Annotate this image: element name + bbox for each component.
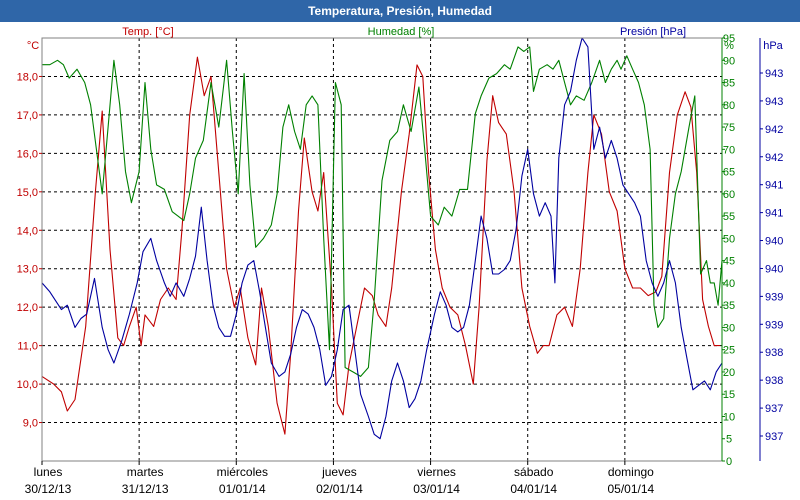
hum-tick-label: 30: [723, 322, 735, 334]
press-tick-label: 940: [765, 236, 783, 248]
x-tick-date: 01/01/14: [219, 482, 266, 496]
hum-tick-label: 40: [723, 278, 735, 290]
hum-tick-label: 15: [723, 389, 735, 401]
temp-tick-label: 13,0: [17, 264, 38, 276]
hum-tick-label: 90: [723, 55, 735, 67]
temp-unit-label: °C: [27, 40, 39, 52]
press-tick-label: 943: [765, 68, 783, 80]
hum-tick-label: 95: [723, 33, 735, 45]
x-tick-day: domingo: [608, 465, 654, 479]
hum-tick-label: 50: [723, 233, 735, 245]
hum-tick-label: 75: [723, 122, 735, 134]
series-line-press: [41, 37, 723, 440]
hum-tick-label: 65: [723, 167, 735, 179]
hum-tick-label: 0: [726, 456, 732, 468]
temp-tick-label: 9,0: [23, 418, 38, 430]
temp-tick-label: 18,0: [17, 71, 38, 83]
x-tick-date: 05/01/14: [607, 482, 654, 496]
x-tick-day: jueves: [321, 465, 357, 479]
series-lines: [41, 37, 723, 440]
press-tick-label: 943: [765, 96, 783, 108]
press-tick-label: 938: [765, 375, 783, 387]
x-tick-date: 31/12/13: [122, 482, 169, 496]
chart-title: Temperatura, Presión, Humedad: [0, 0, 800, 22]
series-line-hum: [42, 46, 723, 377]
hum-tick-label: 5: [726, 434, 732, 446]
x-tick-date: 03/01/14: [413, 482, 460, 496]
hum-tick-label: 60: [723, 189, 735, 201]
hum-tick-label: 45: [723, 256, 735, 268]
press-tick-label: 937: [765, 431, 783, 443]
hum-tick-label: 35: [723, 300, 735, 312]
hum-tick-label: 80: [723, 100, 735, 112]
press-tick-label: 939: [765, 319, 783, 331]
x-tick-day: martes: [127, 465, 164, 479]
press-tick-label: 939: [765, 291, 783, 303]
series-line-temp: [41, 56, 721, 435]
hum-axis-title: Humedad [%]: [368, 26, 435, 38]
temp-tick-label: 14,0: [17, 225, 38, 237]
temp-tick-label: 12,0: [17, 302, 38, 314]
hum-tick-label: 70: [723, 144, 735, 156]
hum-tick-label: 20: [723, 367, 735, 379]
press-tick-label: 938: [765, 347, 783, 359]
x-tick-date: 30/12/13: [25, 482, 72, 496]
press-unit-label: hPa: [763, 40, 783, 52]
hum-tick-label: 25: [723, 345, 735, 357]
hum-unit-label: %: [724, 40, 734, 52]
hum-tick-label: 10: [723, 411, 735, 423]
press-tick-label: 942: [765, 124, 783, 136]
temp-tick-label: 16,0: [17, 148, 38, 160]
weather-chart: 9,0 10,0 11,0 12,0 13,0 14,0 15,0 16,0 17,0 18,0 l…: [17, 26, 784, 496]
press-tick-label: 941: [765, 180, 783, 192]
x-tick-day: miércoles: [217, 465, 268, 479]
hum-tick-label: 85: [723, 78, 735, 90]
temp-tick-label: 11,0: [17, 341, 38, 353]
axes: [39, 37, 763, 465]
temp-tick-label: 15,0: [17, 187, 38, 199]
x-tick-date: 04/01/14: [510, 482, 557, 496]
temp-axis-title: Temp. [°C]: [122, 26, 173, 38]
press-tick-label: 940: [765, 263, 783, 275]
x-tick-day: lunes: [34, 465, 63, 479]
axis-labels: 9,0 10,0 11,0 12,0 13,0 14,0 15,0 16,0 17,0 18,0 l…: [17, 26, 784, 496]
x-tick-day: sábado: [514, 465, 554, 479]
press-tick-label: 942: [765, 152, 783, 164]
press-tick-label: 941: [765, 208, 783, 220]
press-axis-title: Presión [hPa]: [620, 26, 686, 38]
hum-tick-label: 55: [723, 211, 735, 223]
press-tick-label: 937: [765, 403, 783, 415]
temp-tick-label: 17,0: [17, 110, 38, 122]
x-tick-date: 02/01/14: [316, 482, 363, 496]
temp-tick-label: 10,0: [17, 379, 38, 391]
x-tick-day: viernes: [417, 465, 456, 479]
